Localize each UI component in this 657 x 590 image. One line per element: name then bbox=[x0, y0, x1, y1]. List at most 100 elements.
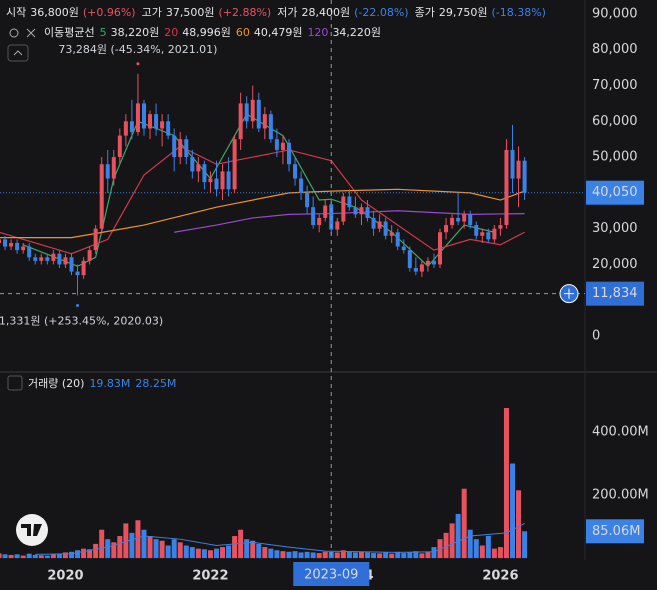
collapse-button[interactable] bbox=[7, 44, 29, 62]
volume-bar bbox=[449, 523, 455, 559]
candle-body bbox=[202, 164, 207, 183]
ma-name: 5 bbox=[100, 26, 107, 39]
candle-body bbox=[51, 253, 56, 261]
volume-bar bbox=[467, 529, 473, 559]
ma-name: 120 bbox=[307, 26, 328, 39]
volume-bar bbox=[32, 554, 38, 559]
y-tick-label: 400.00M bbox=[592, 424, 649, 439]
ma-title: 이동평균선 bbox=[44, 26, 95, 39]
ma-value: 40,479원 bbox=[254, 26, 303, 39]
candle-body bbox=[444, 225, 449, 233]
volume-bar bbox=[286, 551, 292, 559]
ma-icons[interactable] bbox=[9, 28, 36, 38]
candle-body bbox=[75, 271, 80, 276]
candle-body bbox=[21, 246, 26, 251]
candle-body bbox=[190, 157, 195, 172]
candle-body bbox=[468, 214, 473, 226]
volume-bar bbox=[497, 547, 503, 559]
volume-bar bbox=[340, 550, 346, 559]
ma-value: 38,220원 bbox=[111, 26, 160, 39]
volume-bar bbox=[75, 550, 81, 559]
volume-bar bbox=[485, 536, 491, 559]
candle-body bbox=[172, 135, 177, 158]
volume-bar bbox=[117, 536, 123, 559]
volume-bar bbox=[207, 550, 213, 559]
candle-body bbox=[220, 171, 225, 190]
last-price-label: 40,050 bbox=[592, 185, 638, 200]
candle-body bbox=[9, 242, 14, 247]
volume-bar bbox=[316, 553, 322, 559]
ma-value: 48,996원 bbox=[182, 26, 231, 39]
candle-body bbox=[250, 99, 255, 122]
volume-bar bbox=[274, 550, 280, 559]
y-tick-label: 0 bbox=[592, 329, 600, 344]
y-tick-label: 30,000 bbox=[592, 221, 638, 236]
last-price-box bbox=[586, 180, 644, 205]
volume-bar bbox=[395, 551, 401, 559]
candle-body bbox=[69, 257, 74, 272]
candle-body bbox=[166, 121, 171, 136]
candle-body bbox=[317, 217, 322, 226]
volume-bar bbox=[135, 520, 141, 559]
volume-legend-value: 19.83M bbox=[89, 377, 130, 390]
candle-body bbox=[160, 121, 165, 129]
candle-body bbox=[232, 139, 237, 190]
candle-body bbox=[522, 160, 527, 193]
volume-bar bbox=[413, 551, 419, 559]
volume-bar bbox=[68, 551, 74, 559]
volume-bar bbox=[346, 551, 352, 559]
annotation: 11,331원 (+253.45%, 2020.03) bbox=[0, 314, 163, 327]
candle-body bbox=[123, 121, 128, 136]
legend-label: 종가 bbox=[415, 6, 435, 19]
candle-body bbox=[341, 196, 346, 222]
close-icon[interactable] bbox=[26, 28, 36, 38]
candle-body bbox=[419, 264, 424, 272]
volume-bar bbox=[419, 553, 425, 559]
eye-icon[interactable] bbox=[9, 28, 19, 38]
y-tick-label: 90,000 bbox=[592, 6, 638, 21]
volume-bar bbox=[238, 529, 244, 559]
legend-label: 시작 bbox=[6, 6, 26, 19]
volume-bar bbox=[268, 548, 274, 559]
candle-body bbox=[196, 164, 201, 172]
volume-bar bbox=[334, 552, 340, 559]
candle-body bbox=[154, 114, 159, 129]
volume-bar bbox=[425, 551, 431, 559]
volume-bar bbox=[407, 552, 413, 559]
volume-bar bbox=[153, 539, 159, 559]
ma-line bbox=[0, 188, 525, 239]
volume-bar bbox=[377, 553, 383, 559]
y-tick-label: 80,000 bbox=[592, 42, 638, 57]
add-icon bbox=[564, 288, 574, 299]
volume-bar bbox=[44, 555, 50, 559]
volume-bar bbox=[183, 545, 189, 559]
volume-bar bbox=[516, 490, 522, 559]
candle-body bbox=[293, 164, 298, 179]
candle-body bbox=[208, 178, 213, 183]
annotation-marker bbox=[76, 303, 80, 307]
y-tick-label: 20,000 bbox=[592, 257, 638, 272]
candle-body bbox=[117, 135, 122, 158]
candle-body bbox=[268, 114, 273, 140]
y-tick-label: 200.00M bbox=[592, 488, 649, 503]
candle-body bbox=[371, 217, 376, 229]
candle-body bbox=[389, 232, 394, 236]
crosshair-x-box bbox=[293, 562, 370, 586]
volume-bar bbox=[522, 531, 528, 559]
candle-body bbox=[498, 225, 503, 229]
volume-bar bbox=[38, 555, 44, 559]
candle-body bbox=[262, 114, 267, 129]
candle-body bbox=[39, 257, 44, 261]
candle-body bbox=[105, 164, 110, 179]
candle-body bbox=[129, 121, 134, 133]
candle-body bbox=[438, 232, 443, 265]
logo bbox=[16, 514, 48, 546]
volume-bar bbox=[461, 488, 467, 559]
legend-change: (+0.96%) bbox=[83, 6, 136, 19]
volume-bar bbox=[99, 529, 105, 559]
candle-body bbox=[456, 217, 461, 222]
volume-bar bbox=[292, 551, 298, 559]
volume-ma-line bbox=[35, 522, 525, 555]
volume-icon[interactable] bbox=[7, 375, 23, 391]
